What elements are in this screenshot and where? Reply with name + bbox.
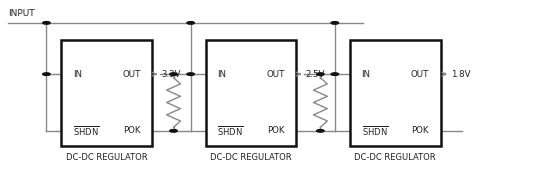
Text: DC-DC REGULATOR: DC-DC REGULATOR: [355, 153, 436, 162]
Text: OUT: OUT: [266, 70, 285, 79]
Text: POK: POK: [267, 126, 285, 135]
Text: IN: IN: [217, 70, 226, 79]
Circle shape: [317, 130, 324, 132]
Text: OUT: OUT: [411, 70, 429, 79]
Text: IN: IN: [362, 70, 371, 79]
Bar: [350, 40, 441, 146]
Text: OUT: OUT: [122, 70, 140, 79]
Text: $\overline{\rm SHDN}$: $\overline{\rm SHDN}$: [362, 124, 388, 138]
Circle shape: [43, 73, 50, 75]
Text: $\overline{\rm SHDN}$: $\overline{\rm SHDN}$: [217, 124, 244, 138]
Circle shape: [170, 73, 177, 75]
Bar: [61, 40, 152, 146]
Circle shape: [43, 22, 50, 24]
Text: DC-DC REGULATOR: DC-DC REGULATOR: [210, 153, 292, 162]
Text: POK: POK: [123, 126, 140, 135]
Circle shape: [317, 73, 324, 75]
Text: IN: IN: [73, 70, 82, 79]
Text: INPUT: INPUT: [8, 9, 35, 18]
Text: 3.3V: 3.3V: [161, 70, 181, 79]
Circle shape: [170, 130, 177, 132]
Text: DC-DC REGULATOR: DC-DC REGULATOR: [66, 153, 147, 162]
Circle shape: [331, 73, 339, 75]
Text: 1.8V: 1.8V: [451, 70, 471, 79]
Circle shape: [187, 22, 194, 24]
Circle shape: [187, 73, 194, 75]
Text: $\overline{\rm SHDN}$: $\overline{\rm SHDN}$: [73, 124, 99, 138]
Circle shape: [331, 22, 339, 24]
Bar: [206, 40, 296, 146]
Text: 2.5V: 2.5V: [305, 70, 325, 79]
Text: POK: POK: [411, 126, 429, 135]
